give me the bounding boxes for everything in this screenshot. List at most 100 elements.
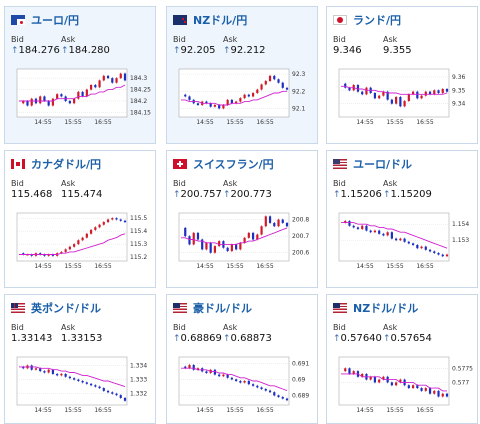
rate-card-zarjpy[interactable]: ランド/円BidAsk9.3469.3559.369.359.3414:5515… [326,6,478,144]
candle-body [184,95,186,97]
rate-chart[interactable]: 200.8200.7200.614:5515:5516:55 [171,209,315,269]
pair-title-link[interactable]: ランド/円 [353,12,401,28]
ask-label: Ask [223,323,237,332]
up-arrow-icon: ↑ [383,334,391,344]
x-tick-label: 16:55 [94,407,111,414]
ask-value: ↑92.212 [223,45,266,56]
pair-title-link[interactable]: カナダドル/円 [31,156,101,172]
rate-chart[interactable]: 115.5115.4115.3115.214:5515:5516:55 [9,209,153,269]
rate-card-nzdusd[interactable]: NZドル/ドルBidAsk↑0.57640↑0.576540.57750.577… [326,294,478,424]
y-tick-label: 184.25 [130,87,151,94]
candle-body [188,365,190,368]
candle-body [82,92,84,97]
candle-body [286,223,288,226]
candle-body [344,368,346,371]
candle-body [344,84,346,88]
pair-title-link[interactable]: NZドル/ドル [353,300,418,316]
candle-body [124,221,126,222]
candle-body [277,220,279,227]
rate-card-usdjpy[interactable]: ユーロ/円BidAsk↑184.276↑184.280184.3184.2518… [4,6,156,144]
rate-card-gbpusd[interactable]: 英ポンド/ドルBidAsk1.331431.331531.3341.3331.3… [4,294,156,424]
candle-body [205,243,207,250]
card-header[interactable]: NZドル/ドル [333,301,418,315]
candle-body [260,226,262,234]
rate-card-nzdjpy[interactable]: NZドル/円BidAsk↑92.205↑92.21292.392.292.114… [166,6,318,144]
candle-body [124,74,126,81]
rate-chart[interactable]: 1.1541.15314:5515:5516:55 [331,209,475,269]
rate-chart-svg: 200.8200.7200.614:5515:5516:55 [171,209,315,271]
bid-label: Bid [173,323,186,332]
rate-chart[interactable]: 184.3184.25184.2184.1514:5515:5516:55 [9,65,153,125]
candle-body [86,90,88,97]
candle-body [111,218,113,219]
x-tick-label: 16:55 [256,119,273,126]
candle-body [365,88,367,95]
card-header[interactable]: NZドル/円 [173,13,247,27]
candle-body [433,391,435,394]
rate-chart[interactable]: 92.392.292.114:5515:5516:55 [171,65,315,125]
y-tick-label: 184.15 [130,109,151,116]
candle-body [231,378,233,380]
rate-card-audusd[interactable]: 豪ドル/ドルBidAsk↑0.68869↑0.688730.6910.690.6… [166,294,318,424]
candle-body [115,394,117,395]
card-header[interactable]: 英ポンド/ドル [11,301,101,315]
candle-body [420,247,422,249]
candle-body [56,374,58,375]
rate-chart-svg: 184.3184.25184.2184.1514:5515:5516:55 [9,65,153,127]
candle-body [103,76,105,81]
x-tick-label: 16:55 [416,263,433,270]
candle-body [197,233,199,240]
flag-icon [173,159,187,169]
rate-chart[interactable]: 0.57750.57714:5515:5516:55 [331,353,475,413]
bid-label: Bid [333,323,346,332]
candle-body [256,90,258,93]
candle-body [69,101,71,103]
candle-body [227,375,229,378]
candle-body [256,386,258,388]
x-tick-label: 14:55 [196,263,213,270]
card-header[interactable]: スイスフラン/円 [173,157,274,171]
x-tick-label: 14:55 [356,263,373,270]
candle-body [425,92,427,96]
ask-value: ↑0.68873 [223,333,272,344]
flag-icon [173,15,187,25]
candle-body [370,231,372,233]
candle-body [408,94,410,101]
pair-title-link[interactable]: スイスフラン/円 [193,156,274,172]
card-header[interactable]: ランド/円 [333,13,401,27]
candle-body [77,92,79,99]
card-header[interactable]: 豪ドル/ドル [173,301,252,315]
rate-chart[interactable]: 0.6910.690.68914:5515:5516:55 [171,353,315,413]
rate-card-cadjpy[interactable]: カナダドル/円BidAsk115.468115.474115.5115.4115… [4,150,156,288]
pair-title-link[interactable]: ユーロ/円 [31,12,79,28]
y-tick-label: 1.153 [452,237,469,244]
candle-body [73,378,75,379]
card-header[interactable]: ユーロ/円 [11,13,79,27]
y-tick-label: 1.333 [130,377,147,384]
ask-value: ↑184.280 [61,45,110,56]
candle-body [399,97,401,106]
candle-body [69,377,71,378]
candle-body [82,238,84,241]
x-tick-label: 16:55 [416,407,433,414]
rate-card-chfjpy[interactable]: スイスフラン/円BidAsk↑200.757↑200.773200.8200.7… [166,150,318,288]
pair-title-link[interactable]: ユーロ/ドル [353,156,412,172]
candle-body [248,381,250,384]
pair-title-link[interactable]: 英ポンド/ドル [31,300,101,316]
candle-body [35,368,37,369]
candle-body [387,232,389,235]
rate-chart[interactable]: 9.369.359.3414:5515:5516:55 [331,65,475,125]
candle-body [222,375,224,377]
up-arrow-icon: ↑ [11,46,19,56]
rate-chart[interactable]: 1.3341.3331.33214:5515:5516:55 [9,353,153,413]
rate-card-eurusd[interactable]: ユーロ/ドルBidAsk↑1.15206↑1.152091.1541.15314… [326,150,478,288]
card-header[interactable]: カナダドル/円 [11,157,101,171]
y-tick-label: 115.4 [130,228,147,235]
pair-title-link[interactable]: 豪ドル/ドル [193,300,252,316]
fx-rate-grid: ユーロ/円BidAsk↑184.276↑184.280184.3184.2518… [0,0,480,410]
candle-body [69,247,71,250]
candle-body [107,76,109,78]
candle-body [98,80,100,87]
pair-title-link[interactable]: NZドル/円 [193,12,247,28]
card-header[interactable]: ユーロ/ドル [333,157,412,171]
